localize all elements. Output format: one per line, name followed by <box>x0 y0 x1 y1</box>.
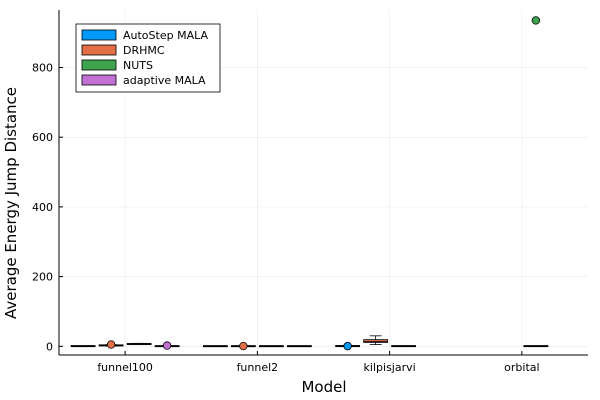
box-group <box>363 335 389 345</box>
y-tick-label: 800 <box>32 62 53 75</box>
legend-item: DRHMC <box>81 44 165 57</box>
box-group <box>391 345 417 348</box>
legend-label: AutoStep MALA <box>123 29 208 42</box>
legend-item: adaptive MALA <box>81 74 206 87</box>
y-tick-label: 400 <box>32 201 53 214</box>
x-axis-title: Model <box>301 378 346 396</box>
box-group <box>98 340 124 349</box>
box-group <box>202 345 228 348</box>
box-group <box>523 16 549 348</box>
x-tick-label: funnel2 <box>237 361 279 374</box>
x-tick-label: funnel100 <box>97 361 153 374</box>
box-outlier <box>106 340 116 349</box>
box-group <box>154 341 180 350</box>
x-tick-labels: funnel100 funnel2 kilpisjarvi orbital <box>97 351 540 374</box>
legend-item: NUTS <box>81 59 153 72</box>
box-outlier <box>162 341 172 350</box>
box-outlier <box>239 341 248 351</box>
legend-swatch <box>81 29 117 41</box>
legend-swatch <box>81 44 117 56</box>
box-outlier <box>343 341 352 351</box>
box-group <box>70 345 96 348</box>
legend-label: NUTS <box>123 59 153 72</box>
y-tick-labels: 0 200 400 600 800 <box>32 62 63 353</box>
legend: AutoStep MALA DRHMC NUTS adaptive MALA <box>75 23 221 93</box>
legend-swatch <box>81 74 117 86</box>
box-group <box>258 345 284 348</box>
y-tick-label: 600 <box>32 131 53 144</box>
legend-swatch <box>81 59 117 71</box>
box-group <box>126 342 152 346</box>
box-group <box>286 345 312 348</box>
box-outlier <box>531 16 541 25</box>
box-marks <box>70 16 549 351</box>
y-tick-label: 0 <box>46 340 53 353</box>
box-group <box>335 341 361 351</box>
x-tick-label: orbital <box>504 361 539 374</box>
legend-label: DRHMC <box>123 44 165 57</box>
legend-item: AutoStep MALA <box>81 29 208 42</box>
y-axis-title: Average Energy Jump Distance <box>2 87 20 319</box>
box-group <box>230 341 256 351</box>
x-tick-label: kilpisjarvi <box>364 361 416 374</box>
legend-label: adaptive MALA <box>123 74 206 87</box>
y-tick-label: 200 <box>32 271 53 284</box>
